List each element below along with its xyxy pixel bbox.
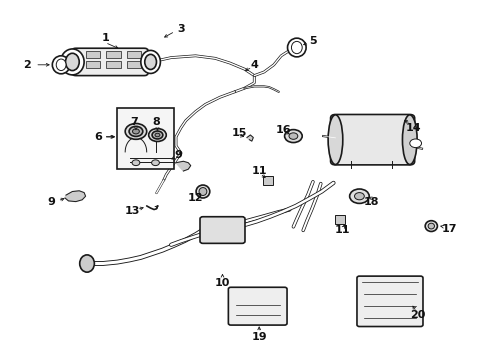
- Text: 13: 13: [124, 206, 140, 216]
- Text: 16: 16: [275, 125, 291, 135]
- Ellipse shape: [291, 41, 302, 54]
- Ellipse shape: [144, 54, 156, 69]
- Text: 2: 2: [23, 60, 31, 70]
- Text: 4: 4: [250, 60, 258, 70]
- Circle shape: [155, 133, 160, 137]
- FancyBboxPatch shape: [330, 114, 414, 165]
- Ellipse shape: [65, 53, 79, 71]
- Polygon shape: [176, 161, 190, 171]
- Circle shape: [132, 129, 139, 134]
- Text: 3: 3: [177, 24, 184, 34]
- Text: 10: 10: [214, 278, 230, 288]
- FancyBboxPatch shape: [228, 287, 286, 325]
- Bar: [263, 176, 272, 185]
- Text: 12: 12: [187, 193, 203, 203]
- Bar: [106, 61, 121, 68]
- Text: 19: 19: [251, 332, 266, 342]
- Circle shape: [129, 126, 142, 136]
- Polygon shape: [246, 135, 253, 141]
- FancyBboxPatch shape: [356, 276, 422, 327]
- Polygon shape: [65, 191, 85, 202]
- Ellipse shape: [424, 221, 436, 231]
- Circle shape: [288, 133, 297, 139]
- Text: 6: 6: [94, 132, 102, 142]
- Text: 1: 1: [101, 33, 109, 43]
- Ellipse shape: [196, 185, 209, 198]
- Text: 11: 11: [334, 225, 349, 235]
- Bar: [126, 61, 141, 68]
- Circle shape: [349, 189, 368, 203]
- Text: 18: 18: [363, 197, 379, 207]
- Text: 14: 14: [405, 123, 420, 133]
- Bar: [117, 108, 173, 169]
- Ellipse shape: [80, 255, 94, 272]
- FancyBboxPatch shape: [200, 217, 244, 243]
- Text: 7: 7: [130, 117, 138, 127]
- Bar: [106, 51, 121, 58]
- Text: 11: 11: [251, 166, 266, 176]
- Text: 9: 9: [174, 150, 182, 160]
- Circle shape: [125, 123, 146, 139]
- Bar: [85, 61, 100, 68]
- Text: 20: 20: [409, 310, 425, 320]
- Circle shape: [354, 193, 364, 200]
- FancyBboxPatch shape: [72, 48, 148, 76]
- Circle shape: [132, 160, 140, 166]
- Text: 17: 17: [441, 224, 457, 234]
- Text: 5: 5: [308, 36, 316, 46]
- Ellipse shape: [402, 115, 416, 165]
- Ellipse shape: [287, 38, 305, 57]
- Text: 8: 8: [152, 117, 160, 127]
- Ellipse shape: [56, 59, 66, 71]
- Bar: [126, 51, 141, 58]
- Ellipse shape: [141, 50, 160, 73]
- Ellipse shape: [199, 188, 206, 195]
- Circle shape: [284, 130, 302, 143]
- Bar: [85, 51, 100, 58]
- Text: 15: 15: [231, 128, 247, 138]
- Circle shape: [409, 139, 421, 148]
- Circle shape: [152, 131, 163, 139]
- Ellipse shape: [327, 115, 342, 165]
- Circle shape: [148, 129, 166, 141]
- Ellipse shape: [61, 49, 84, 75]
- Circle shape: [151, 160, 159, 166]
- Ellipse shape: [427, 223, 433, 229]
- Ellipse shape: [52, 56, 70, 74]
- Bar: [334, 215, 344, 224]
- Text: 9: 9: [47, 197, 55, 207]
